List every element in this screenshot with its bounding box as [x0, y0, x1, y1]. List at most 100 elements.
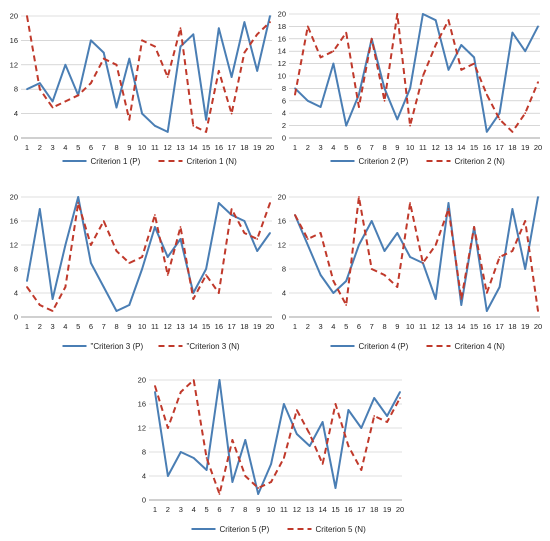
data-point — [231, 481, 234, 483]
data-point — [26, 15, 28, 17]
data-point — [524, 112, 527, 115]
data-point — [345, 280, 348, 282]
legend-label-p: "Criterion 3 (P) — [91, 342, 144, 351]
y-tick-label: 14 — [278, 47, 286, 56]
x-tick-label: 15 — [470, 143, 478, 152]
data-point — [77, 196, 80, 198]
data-point — [511, 250, 514, 252]
legend: Criterion 2 (P) Criterion 2 (N) — [330, 157, 505, 166]
data-point — [345, 31, 348, 34]
x-tick-label: 17 — [495, 143, 503, 152]
data-point — [319, 56, 322, 59]
data-point — [90, 82, 92, 84]
x-tick-label: 10 — [267, 505, 275, 514]
data-point — [179, 226, 182, 228]
x-tick-label: 8 — [114, 143, 118, 152]
y-tick-label: 10 — [278, 72, 286, 81]
data-point — [308, 445, 311, 447]
x-tick-label: 5 — [344, 322, 348, 331]
data-point — [141, 39, 144, 42]
data-point — [373, 397, 376, 399]
x-tick-label: 16 — [483, 143, 491, 152]
x-tick-label: 13 — [306, 505, 314, 514]
data-point — [192, 33, 195, 36]
data-point — [77, 94, 80, 97]
data-point — [409, 256, 412, 258]
x-tick-label: 7 — [230, 505, 234, 514]
x-tick-label: 1 — [25, 143, 29, 152]
data-point — [334, 403, 337, 405]
x-tick-label: 11 — [419, 322, 427, 331]
data-point — [399, 391, 401, 393]
data-point — [153, 45, 156, 48]
data-point — [386, 421, 389, 423]
data-point — [447, 202, 450, 204]
x-tick-label: 9 — [127, 143, 131, 152]
y-tick-label: 12 — [278, 241, 286, 250]
y-tick-label: 20 — [10, 193, 18, 202]
data-point — [128, 304, 131, 306]
data-point — [434, 44, 437, 46]
x-tick-label: 12 — [164, 322, 172, 331]
data-point — [115, 106, 118, 109]
x-tick-label: 4 — [63, 143, 67, 152]
series-line-n — [26, 15, 271, 133]
x-tick-label: 6 — [89, 143, 93, 152]
data-point — [332, 280, 335, 282]
data-point — [51, 298, 54, 300]
data-point — [179, 391, 182, 393]
x-tick-label: 3 — [50, 143, 54, 152]
y-tick-label: 4 — [142, 472, 146, 481]
x-tick-label: 18 — [508, 322, 516, 331]
x-tick-label: 11 — [280, 505, 288, 514]
data-point — [26, 280, 28, 282]
y-tick-label: 12 — [278, 59, 286, 68]
y-tick-label: 12 — [10, 60, 18, 69]
data-point — [383, 87, 386, 90]
data-point — [409, 124, 412, 127]
y-tick-label: 6 — [282, 96, 286, 105]
x-tick-label: 15 — [470, 322, 478, 331]
data-point — [283, 403, 285, 405]
data-point — [347, 409, 350, 411]
data-point — [421, 75, 424, 77]
x-tick-label: 1 — [293, 143, 297, 152]
data-point — [166, 427, 169, 429]
x-tick-label: 2 — [166, 505, 170, 514]
series-line-n — [294, 13, 539, 133]
data-point — [306, 99, 309, 102]
y-tick-label: 2 — [282, 121, 286, 130]
data-point — [498, 256, 501, 258]
data-point — [205, 457, 208, 459]
data-point — [358, 196, 360, 198]
x-tick-label: 13 — [444, 322, 452, 331]
x-tick-label: 6 — [357, 143, 361, 152]
x-tick-label: 10 — [406, 143, 414, 152]
data-point — [396, 118, 399, 121]
data-point — [421, 262, 424, 264]
legend: Criterion 4 (P) Criterion 4 (N) — [330, 342, 505, 351]
data-point — [498, 286, 501, 288]
data-point — [332, 292, 335, 294]
data-point — [485, 93, 488, 96]
x-tick-label: 4 — [63, 322, 67, 331]
data-point — [485, 310, 488, 312]
y-tick-label: 4 — [14, 289, 18, 298]
data-point — [537, 196, 539, 198]
data-point — [153, 214, 156, 216]
x-tick-label: 10 — [406, 322, 414, 331]
data-point — [498, 112, 501, 115]
x-tick-label: 18 — [370, 505, 378, 514]
x-tick-label: 16 — [215, 322, 223, 331]
data-point — [524, 50, 527, 53]
x-tick-label: 5 — [76, 143, 80, 152]
data-point — [399, 397, 401, 399]
data-point — [179, 27, 182, 30]
data-point — [102, 51, 105, 54]
series-line-n — [294, 196, 539, 312]
data-point — [51, 106, 54, 109]
data-point — [334, 487, 337, 489]
data-point — [386, 415, 389, 417]
